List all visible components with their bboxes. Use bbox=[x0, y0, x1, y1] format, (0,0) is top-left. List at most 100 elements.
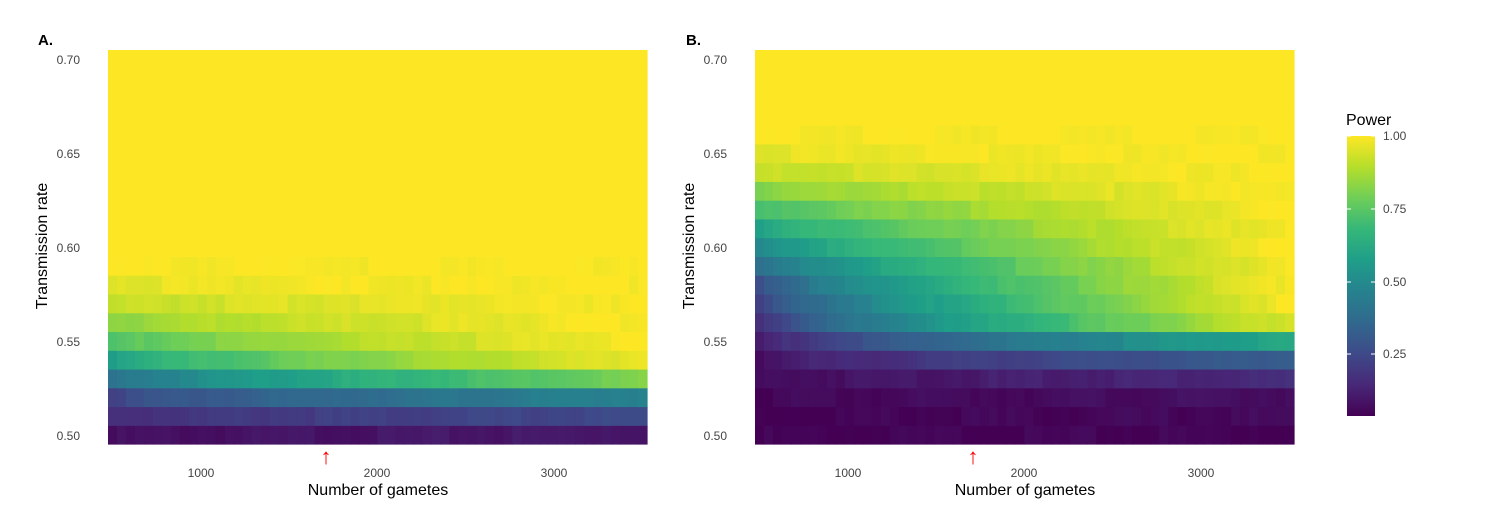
heatmap-cell bbox=[1006, 162, 1017, 182]
heatmap-cell bbox=[1060, 312, 1071, 333]
heatmap-cell bbox=[566, 368, 576, 389]
heatmap-cell bbox=[260, 350, 271, 370]
heatmap-cell bbox=[368, 237, 379, 257]
heatmap-cell bbox=[1249, 106, 1259, 126]
heatmap-cell bbox=[979, 256, 990, 276]
heatmap-cell bbox=[494, 50, 504, 70]
heatmap-cell bbox=[377, 50, 388, 70]
heatmap-cell bbox=[476, 275, 486, 295]
heatmap-cell bbox=[1150, 387, 1160, 408]
heatmap-cell bbox=[566, 331, 576, 351]
heatmap-cell bbox=[179, 237, 190, 257]
heatmap-cell bbox=[548, 181, 558, 201]
heatmap-cell bbox=[575, 106, 585, 126]
heatmap-cell bbox=[997, 237, 1008, 257]
heatmap-cell bbox=[386, 87, 397, 107]
heatmap-cell bbox=[1204, 200, 1214, 220]
heatmap-cell bbox=[179, 143, 190, 164]
heatmap-cell bbox=[224, 68, 235, 89]
heatmap-cell bbox=[1222, 50, 1232, 70]
heatmap-cell bbox=[755, 256, 765, 276]
heatmap-cell bbox=[1159, 125, 1169, 145]
heatmap-cell bbox=[772, 331, 783, 351]
heatmap-cell bbox=[197, 125, 208, 145]
heatmap-cell bbox=[197, 350, 208, 370]
heatmap-cell bbox=[152, 331, 163, 351]
heatmap-cell bbox=[548, 106, 558, 126]
heatmap-cell bbox=[449, 387, 459, 408]
heatmap-cell bbox=[476, 425, 486, 445]
heatmap-cell bbox=[611, 125, 621, 145]
heatmap-cell bbox=[188, 237, 199, 257]
heatmap-cell bbox=[1141, 50, 1151, 70]
heatmap-cell bbox=[449, 406, 459, 426]
heatmap-cell bbox=[215, 312, 226, 333]
heatmap-cell bbox=[952, 50, 963, 70]
heatmap-cell bbox=[1042, 50, 1053, 70]
heatmap-cell bbox=[790, 406, 801, 426]
heatmap-cell bbox=[593, 125, 603, 145]
heatmap-cell bbox=[638, 293, 648, 314]
heatmap-cell bbox=[1222, 368, 1232, 389]
heatmap-cell bbox=[844, 237, 855, 257]
heatmap-cell bbox=[602, 125, 612, 145]
heatmap-cell bbox=[889, 200, 900, 220]
heatmap-cell bbox=[1042, 237, 1053, 257]
heatmap-cell bbox=[449, 87, 459, 107]
heatmap-cell bbox=[1123, 106, 1133, 126]
heatmap-cell bbox=[1231, 387, 1241, 408]
heatmap-cell bbox=[961, 125, 972, 145]
heatmap-cell bbox=[1096, 368, 1106, 389]
heatmap-cell bbox=[179, 68, 190, 89]
heatmap-cell bbox=[584, 200, 594, 220]
heatmap-cell bbox=[907, 68, 918, 89]
heatmap-cell bbox=[1267, 275, 1277, 295]
heatmap-cell bbox=[1240, 368, 1250, 389]
heatmap-cell bbox=[305, 87, 316, 107]
heatmap-cell bbox=[440, 406, 450, 426]
heatmap-cell bbox=[925, 181, 936, 201]
heatmap-cell bbox=[197, 106, 208, 126]
heatmap-cell bbox=[215, 143, 226, 164]
heatmap-cell bbox=[907, 256, 918, 276]
heatmap-cell bbox=[1051, 237, 1062, 257]
heatmap-cell bbox=[826, 368, 837, 389]
heatmap-cell bbox=[359, 106, 370, 126]
heatmap-cell bbox=[422, 125, 432, 145]
legend-label-075: 0.75 bbox=[1383, 202, 1407, 216]
heatmap-cell bbox=[1033, 200, 1044, 220]
heatmap-cell bbox=[224, 50, 235, 70]
heatmap-cell bbox=[1051, 200, 1062, 220]
heatmap-cell bbox=[170, 200, 181, 220]
heatmap-cell bbox=[1015, 331, 1026, 351]
heatmap-cell bbox=[269, 50, 280, 70]
heatmap-cell bbox=[170, 181, 181, 201]
heatmap-cell bbox=[296, 312, 307, 333]
heatmap-cell bbox=[871, 200, 882, 220]
heatmap-cell bbox=[539, 387, 549, 408]
heatmap-cell bbox=[602, 312, 612, 333]
heatmap-cell bbox=[1006, 200, 1017, 220]
heatmap-cell bbox=[431, 68, 441, 89]
heatmap-cell bbox=[287, 293, 298, 314]
heatmap-cell bbox=[476, 237, 486, 257]
panel-b-x-axis-title: Number of gametes bbox=[955, 482, 1096, 499]
heatmap-cell bbox=[1186, 68, 1196, 89]
heatmap-cell bbox=[844, 181, 855, 201]
heatmap-cell bbox=[1006, 368, 1017, 389]
heatmap-cell bbox=[934, 125, 945, 145]
heatmap-cell bbox=[1042, 406, 1053, 426]
heatmap-cell bbox=[1231, 237, 1241, 257]
heatmap-cell bbox=[1186, 331, 1196, 351]
heatmap-cell bbox=[943, 293, 954, 314]
heatmap-cell bbox=[323, 181, 334, 201]
heatmap-cell bbox=[862, 87, 873, 107]
heatmap-cell bbox=[332, 181, 343, 201]
heatmap-cell bbox=[817, 218, 828, 239]
heatmap-cell bbox=[961, 162, 972, 182]
heatmap-cell bbox=[1141, 143, 1151, 164]
heatmap-cell bbox=[287, 50, 298, 70]
heatmap-cell bbox=[853, 425, 864, 445]
heatmap-cell bbox=[503, 406, 513, 426]
heatmap-cell bbox=[853, 406, 864, 426]
